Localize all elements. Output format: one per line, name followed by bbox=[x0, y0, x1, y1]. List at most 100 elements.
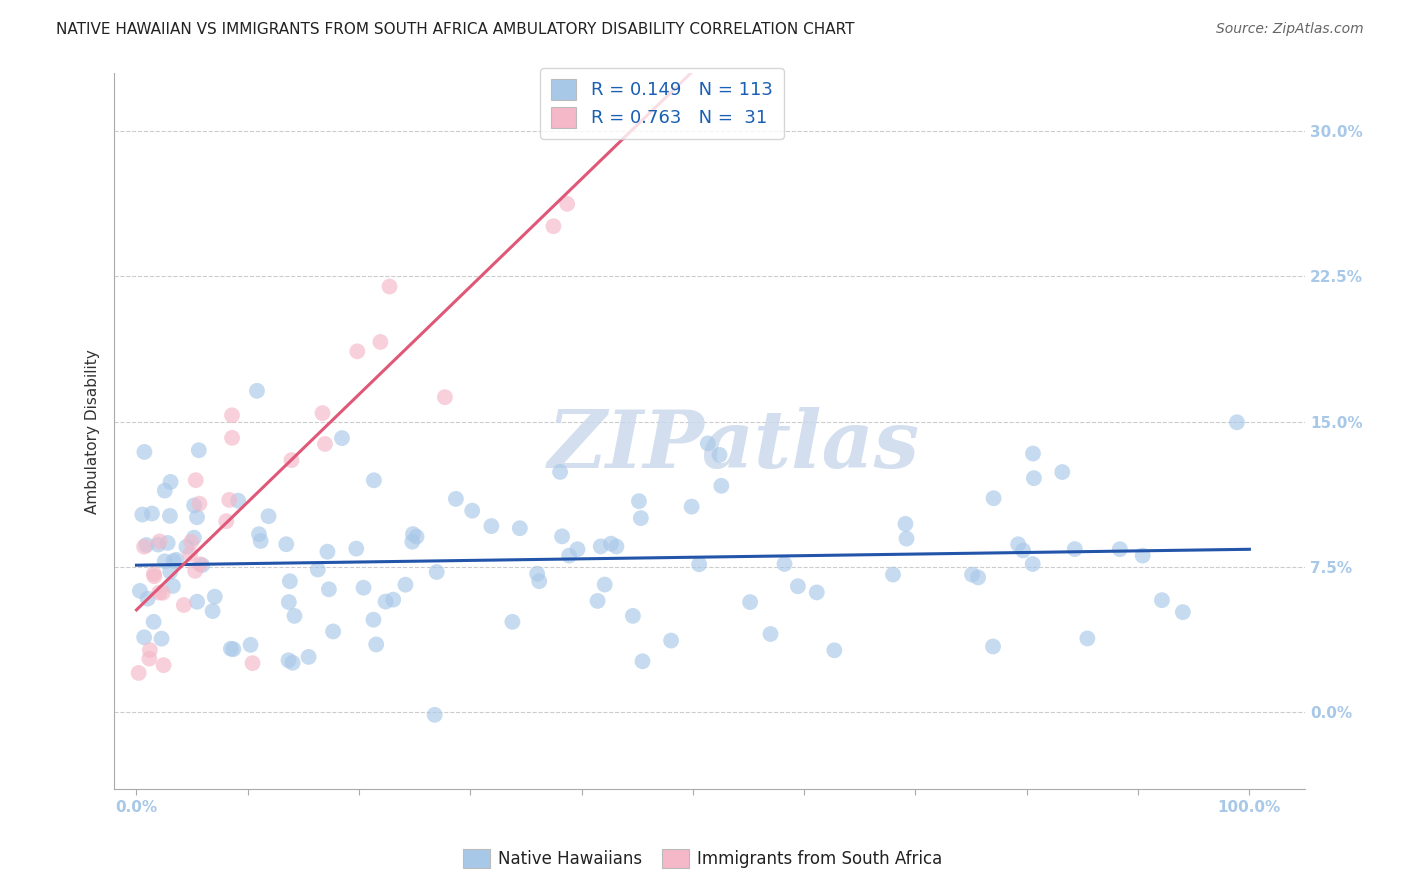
Point bbox=[218, 492, 240, 507]
Point bbox=[896, 532, 918, 546]
Legend: R = 0.149   N = 113, R = 0.763   N =  31: R = 0.149 N = 113, R = 0.763 N = 31 bbox=[540, 68, 783, 138]
Point bbox=[786, 579, 808, 593]
Point bbox=[738, 595, 761, 609]
Point bbox=[382, 592, 405, 607]
Point bbox=[621, 608, 644, 623]
Point bbox=[823, 643, 845, 657]
Point bbox=[162, 579, 184, 593]
Point bbox=[501, 615, 523, 629]
Point bbox=[159, 565, 181, 579]
Point bbox=[344, 541, 367, 556]
Point bbox=[318, 582, 340, 597]
Point bbox=[1007, 537, 1029, 551]
Point bbox=[165, 553, 187, 567]
Point bbox=[143, 569, 166, 583]
Point bbox=[1150, 593, 1173, 607]
Point bbox=[1022, 557, 1045, 571]
Point bbox=[221, 409, 243, 423]
Point bbox=[1226, 415, 1249, 429]
Point bbox=[297, 649, 319, 664]
Point bbox=[153, 554, 176, 568]
Point bbox=[139, 643, 162, 657]
Point bbox=[426, 565, 449, 579]
Point bbox=[276, 537, 298, 551]
Point bbox=[593, 577, 616, 591]
Point bbox=[526, 566, 548, 581]
Point bbox=[191, 558, 214, 573]
Legend: Native Hawaiians, Immigrants from South Africa: Native Hawaiians, Immigrants from South … bbox=[457, 842, 949, 875]
Point bbox=[394, 577, 416, 591]
Point bbox=[277, 595, 299, 609]
Point bbox=[152, 658, 174, 673]
Point bbox=[605, 540, 627, 554]
Point bbox=[186, 595, 208, 609]
Point bbox=[567, 542, 589, 557]
Point bbox=[204, 590, 226, 604]
Point bbox=[806, 585, 828, 599]
Point bbox=[461, 503, 484, 517]
Point bbox=[149, 534, 172, 549]
Point bbox=[142, 615, 165, 629]
Point bbox=[630, 511, 652, 525]
Point bbox=[156, 536, 179, 550]
Point bbox=[152, 586, 174, 600]
Point bbox=[173, 598, 195, 612]
Point bbox=[558, 549, 581, 563]
Point bbox=[242, 656, 264, 670]
Point bbox=[162, 554, 184, 568]
Point bbox=[277, 653, 299, 667]
Point bbox=[314, 437, 336, 451]
Point bbox=[509, 521, 531, 535]
Point bbox=[1022, 471, 1045, 485]
Point bbox=[247, 527, 270, 541]
Point bbox=[201, 604, 224, 618]
Point bbox=[131, 508, 153, 522]
Point bbox=[589, 540, 612, 554]
Point bbox=[148, 585, 170, 599]
Y-axis label: Ambulatory Disability: Ambulatory Disability bbox=[86, 349, 100, 514]
Point bbox=[1022, 446, 1045, 460]
Point bbox=[1132, 549, 1154, 563]
Point bbox=[688, 558, 710, 572]
Point bbox=[659, 633, 682, 648]
Point bbox=[246, 384, 269, 398]
Point bbox=[374, 594, 396, 608]
Point bbox=[222, 642, 245, 657]
Point bbox=[433, 390, 456, 404]
Point bbox=[257, 509, 280, 524]
Point bbox=[221, 431, 243, 445]
Point bbox=[759, 627, 782, 641]
Point bbox=[894, 516, 917, 531]
Point bbox=[1076, 632, 1098, 646]
Point bbox=[696, 436, 718, 450]
Point bbox=[967, 570, 990, 584]
Point bbox=[363, 473, 385, 487]
Point bbox=[555, 197, 578, 211]
Point bbox=[1171, 605, 1194, 619]
Point bbox=[1108, 542, 1130, 557]
Point bbox=[1012, 543, 1035, 558]
Point bbox=[135, 538, 157, 552]
Point bbox=[188, 497, 211, 511]
Point bbox=[543, 219, 565, 234]
Point bbox=[1063, 542, 1085, 557]
Point bbox=[186, 510, 208, 524]
Point bbox=[370, 334, 392, 349]
Point bbox=[981, 640, 1004, 654]
Point bbox=[215, 514, 238, 528]
Point bbox=[239, 638, 262, 652]
Point bbox=[551, 529, 574, 543]
Point bbox=[529, 574, 551, 589]
Point bbox=[423, 707, 446, 722]
Point bbox=[353, 581, 375, 595]
Point bbox=[322, 624, 344, 639]
Point bbox=[346, 344, 368, 359]
Point bbox=[128, 665, 150, 680]
Point bbox=[180, 534, 202, 549]
Point bbox=[586, 594, 609, 608]
Point bbox=[627, 494, 650, 508]
Text: NATIVE HAWAIIAN VS IMMIGRANTS FROM SOUTH AFRICA AMBULATORY DISABILITY CORRELATIO: NATIVE HAWAIIAN VS IMMIGRANTS FROM SOUTH… bbox=[56, 22, 855, 37]
Point bbox=[378, 279, 401, 293]
Point bbox=[363, 613, 385, 627]
Point bbox=[548, 465, 571, 479]
